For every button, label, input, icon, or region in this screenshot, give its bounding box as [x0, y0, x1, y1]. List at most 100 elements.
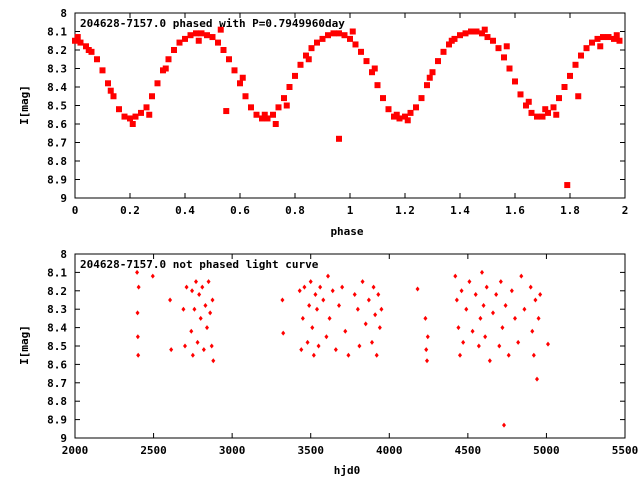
data-point: [307, 303, 312, 309]
data-point: [506, 65, 513, 72]
data-point: [305, 339, 310, 345]
data-point: [326, 273, 330, 279]
data-point: [194, 279, 198, 285]
data-point: [600, 34, 606, 41]
data-point: [327, 315, 332, 321]
data-point: [226, 56, 232, 63]
data-point: [457, 32, 463, 39]
data-point: [534, 113, 540, 120]
y-tick-label: 8.5: [47, 340, 67, 353]
data-point: [352, 41, 359, 48]
data-point: [513, 315, 517, 321]
data-point: [528, 284, 533, 290]
x-tick-label: 2000: [62, 444, 89, 457]
data-point: [135, 334, 140, 340]
data-point: [135, 269, 140, 275]
data-point: [473, 28, 480, 35]
data-point: [105, 80, 111, 87]
data-point: [149, 93, 155, 100]
data-point: [129, 121, 136, 127]
data-point: [171, 47, 177, 53]
data-point: [542, 106, 549, 113]
data-point: [313, 291, 318, 297]
data-point: [315, 306, 319, 312]
data-point: [281, 330, 286, 336]
axis-ticks: 0 0.2 0.4 0.6 0.8 1 1.2 1.4 1.6 1.8 2 8 8.1 8.2 8.3 8.4…: [47, 7, 628, 217]
data-point: [425, 358, 429, 364]
data-point: [190, 352, 195, 358]
data-point: [546, 341, 550, 347]
data-point: [480, 269, 484, 275]
data-point: [330, 30, 337, 37]
data-point: [352, 291, 357, 297]
data-point: [503, 43, 510, 50]
data-point: [490, 37, 496, 44]
data-point: [497, 343, 502, 349]
chart-title: 204628-7157.0 not phased light curve: [80, 258, 319, 271]
data-point: [373, 312, 378, 318]
data-point: [198, 30, 205, 37]
data-point: [363, 58, 370, 65]
data-point: [110, 93, 117, 100]
y-tick-label: 8: [60, 7, 67, 20]
data-point: [220, 47, 227, 53]
data-point: [297, 288, 302, 294]
data-point: [204, 32, 210, 39]
data-point: [314, 39, 320, 46]
x-tick-label: 4500: [455, 444, 482, 457]
data-point: [470, 328, 475, 334]
data-point: [498, 279, 503, 285]
y-tick-label: 8.2: [47, 285, 67, 298]
data-point: [99, 67, 106, 74]
data-point: [319, 35, 326, 42]
data-point: [143, 104, 150, 111]
data-point: [223, 108, 230, 115]
data-point: [491, 310, 495, 316]
data-point: [363, 321, 368, 327]
data-point: [501, 54, 507, 61]
data-point: [261, 111, 268, 118]
axis-ticks: 2000 2500 3000 3500 4000 4500 5000 5500 8 8.1 8.2 8…: [47, 248, 638, 457]
x-tick-label: 3000: [219, 444, 246, 457]
data-point: [506, 352, 511, 358]
y-tick-label: 8.1: [47, 266, 67, 279]
data-point: [479, 30, 485, 37]
data-point: [198, 315, 203, 321]
data-point: [360, 279, 365, 285]
data-point: [248, 104, 254, 111]
y-tick-label: 8.3: [47, 303, 67, 316]
data-point: [346, 352, 351, 358]
data-point: [176, 39, 183, 46]
data-point: [512, 78, 518, 85]
data-point: [476, 343, 481, 349]
data-point: [402, 113, 408, 120]
y-tick-label: 8.6: [47, 118, 67, 131]
y-tick-label: 8.2: [47, 44, 67, 57]
data-point: [478, 315, 483, 321]
y-tick-label: 8.8: [47, 155, 67, 168]
data-point: [215, 39, 221, 46]
plot-frame: [74, 253, 626, 439]
data-point: [376, 291, 381, 297]
data-point: [321, 297, 326, 303]
data-point: [310, 325, 315, 331]
data-point: [494, 291, 499, 297]
data-point: [182, 35, 188, 42]
data-point: [426, 74, 433, 81]
data-point: [358, 48, 364, 55]
data-point: [197, 291, 202, 297]
y-tick-label: 8.5: [47, 100, 67, 113]
data-point: [583, 45, 590, 52]
data-point: [530, 328, 535, 334]
data-point: [85, 47, 92, 53]
x-tick-label: 2500: [140, 444, 167, 457]
data-point: [77, 39, 84, 46]
data-point: [539, 113, 546, 120]
data-point: [502, 422, 506, 428]
data-point: [459, 288, 464, 294]
data-point: [206, 279, 211, 285]
data-point: [136, 284, 141, 290]
data-point: [556, 95, 562, 102]
data-point: [316, 343, 321, 349]
data-point: [308, 45, 315, 52]
